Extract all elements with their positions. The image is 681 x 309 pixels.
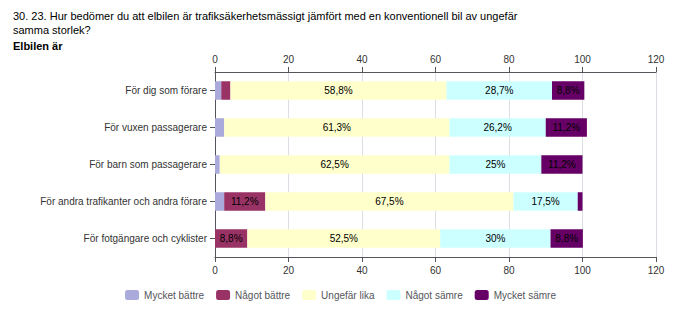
svg-text:40: 40 — [356, 54, 368, 65]
svg-text:För barn som passagerare: För barn som passagerare — [89, 159, 207, 170]
svg-text:26,2%: 26,2% — [483, 122, 511, 133]
svg-text:60: 60 — [430, 54, 442, 65]
svg-text:Mycket sämre: Mycket sämre — [494, 290, 557, 301]
svg-text:8,8%: 8,8% — [555, 233, 578, 244]
svg-text:25%: 25% — [485, 159, 505, 170]
svg-text:60: 60 — [430, 265, 442, 276]
svg-text:80: 80 — [503, 265, 515, 276]
svg-text:17,5%: 17,5% — [531, 196, 559, 207]
svg-text:8,8%: 8,8% — [557, 85, 580, 96]
svg-text:Elbilen är: Elbilen är — [13, 40, 63, 52]
svg-text:Mycket bättre: Mycket bättre — [144, 290, 204, 301]
svg-text:Något sämre: Något sämre — [405, 290, 463, 301]
svg-text:100: 100 — [574, 265, 591, 276]
svg-text:Ungefär lika: Ungefär lika — [321, 290, 375, 301]
svg-text:100: 100 — [574, 54, 591, 65]
svg-text:0: 0 — [212, 54, 218, 65]
svg-text:80: 80 — [503, 54, 515, 65]
svg-text:20: 20 — [283, 54, 295, 65]
svg-text:30. 23. Hur bedömer du att elb: 30. 23. Hur bedömer du att elbilen är tr… — [13, 10, 518, 22]
svg-text:20: 20 — [283, 265, 295, 276]
svg-text:0: 0 — [212, 265, 218, 276]
svg-text:30%: 30% — [485, 233, 505, 244]
svg-text:62,5%: 62,5% — [320, 159, 348, 170]
svg-text:58,8%: 58,8% — [324, 85, 352, 96]
svg-text:40: 40 — [356, 265, 368, 276]
svg-text:11,2%: 11,2% — [553, 122, 581, 133]
svg-text:11,2%: 11,2% — [231, 196, 259, 207]
svg-text:52,5%: 52,5% — [330, 233, 358, 244]
svg-text:8,8%: 8,8% — [220, 233, 243, 244]
svg-text:För andra trafikanter och andr: För andra trafikanter och andra förare — [40, 196, 207, 207]
svg-text:Något bättre: Något bättre — [235, 290, 290, 301]
svg-text:För fotgängare och cyklister: För fotgängare och cyklister — [84, 233, 208, 244]
svg-text:67,5%: 67,5% — [375, 196, 403, 207]
svg-text:61,3%: 61,3% — [323, 122, 351, 133]
svg-text:120: 120 — [648, 265, 665, 276]
svg-text:För dig som förare: För dig som förare — [125, 85, 207, 96]
svg-text:28,7%: 28,7% — [485, 85, 513, 96]
svg-text:120: 120 — [648, 54, 665, 65]
svg-text:För vuxen passagerare: För vuxen passagerare — [104, 122, 207, 133]
svg-text:samma storlek?: samma storlek? — [13, 24, 91, 36]
svg-text:11,2%: 11,2% — [548, 159, 576, 170]
